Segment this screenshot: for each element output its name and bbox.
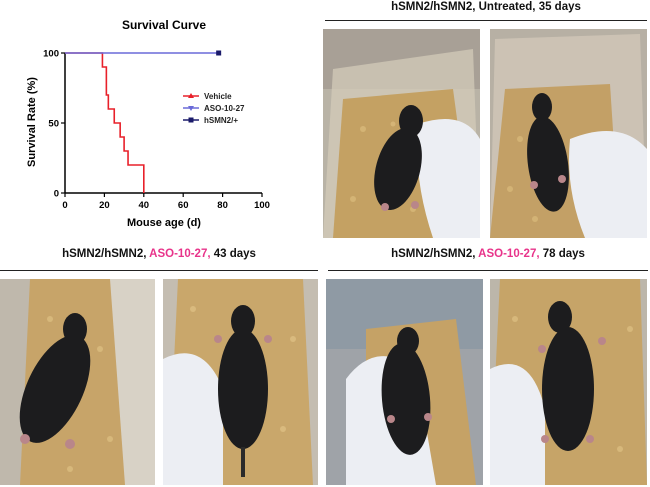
x-tick-label: 60 xyxy=(178,200,189,211)
legend-marker-vehicle xyxy=(188,93,194,98)
header-aso-78-highlight: ASO-10-27, xyxy=(478,248,540,260)
photo-aso-78-2 xyxy=(490,279,647,485)
legend-marker-aso-10-27 xyxy=(188,106,194,111)
chart-title: Survival Curve xyxy=(122,18,206,32)
survival-chart-svg: Survival Curve 0 20 40 60 80 100 0 50 100 Vehicl… xyxy=(26,18,270,229)
header-aso-43-highlight: ASO-10-27, xyxy=(149,248,211,260)
legend-label-hsmn2-: hSMN2/+ xyxy=(204,116,238,125)
photo-untreated-2 xyxy=(490,29,647,238)
y-tick-label: 50 xyxy=(48,119,59,130)
y-tick-label: 100 xyxy=(43,49,59,60)
photo-aso-78-1 xyxy=(326,279,483,485)
header-aso-78-days: hSMN2/hSMN2, ASO-10-27, 78 days xyxy=(328,248,648,260)
series-point-hsmn2- xyxy=(216,50,222,56)
header-untreated: hSMN2/hSMN2, Untreated, 35 days xyxy=(391,1,581,13)
header-aso-43-prefix: hSMN2/hSMN2, xyxy=(62,248,150,260)
photo-untreated-1 xyxy=(323,29,480,238)
photo-aso-43-1 xyxy=(0,279,155,485)
x-tick-label: 40 xyxy=(139,200,150,211)
x-tick-label: 20 xyxy=(99,200,110,211)
x-tick-label: 100 xyxy=(254,200,270,211)
header-aso-43-days: hSMN2/hSMN2, ASO-10-27, 43 days xyxy=(0,248,318,260)
header-rule-bottom-left xyxy=(0,270,318,271)
x-tick-label: 80 xyxy=(217,200,228,211)
photo-aso-43-2 xyxy=(163,279,318,485)
x-tick-label: 0 xyxy=(62,200,67,211)
series-line-vehicle xyxy=(65,52,145,193)
x-axis-label: Mouse age (d) xyxy=(127,217,201,229)
header-aso-43-suffix: 43 days xyxy=(210,248,256,260)
legend-marker-hsmn2- xyxy=(188,117,194,123)
y-tick-label: 0 xyxy=(54,189,59,200)
y-axis-label: Survival Rate (%) xyxy=(26,77,38,167)
header-aso-78-suffix: 78 days xyxy=(539,248,585,260)
header-aso-78-prefix: hSMN2/hSMN2, xyxy=(391,248,479,260)
legend-label-vehicle: Vehicle xyxy=(204,92,232,101)
survival-chart: Survival Curve 0 20 40 60 80 100 0 50 100 Vehicl… xyxy=(0,0,300,240)
legend-label-aso-10-27: ASO-10-27 xyxy=(204,104,245,113)
header-rule-top xyxy=(325,20,647,21)
header-rule-bottom-right xyxy=(328,270,648,271)
